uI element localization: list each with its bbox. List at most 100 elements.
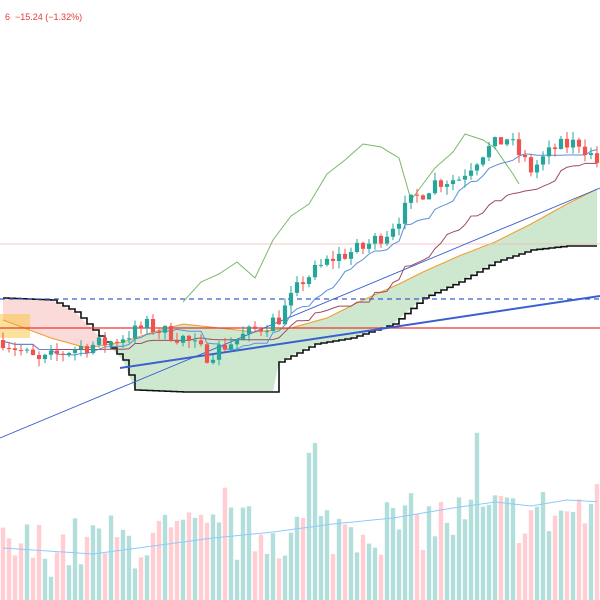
- candle: [570, 132, 576, 154]
- candle-body: [168, 325, 174, 341]
- candle-body: [252, 326, 258, 329]
- cloud-segment: [153, 330, 159, 391]
- candle-body: [330, 258, 336, 262]
- cloud-segment: [579, 195, 585, 246]
- volume-bar: [294, 516, 300, 600]
- candle-body: [360, 242, 366, 249]
- candle: [366, 239, 372, 253]
- cloud-segment: [231, 329, 237, 392]
- candle: [360, 241, 366, 255]
- candle-body: [204, 344, 210, 363]
- candle: [420, 194, 426, 201]
- candle: [138, 321, 144, 334]
- candle-body: [534, 164, 540, 173]
- cloud-segment: [423, 269, 429, 298]
- volume-bar: [474, 432, 480, 600]
- candle: [426, 192, 432, 200]
- volume-bar: [360, 534, 366, 600]
- volume-bar: [42, 558, 48, 600]
- volume-bar: [174, 520, 180, 600]
- candle: [48, 345, 54, 360]
- volume-bar: [60, 534, 66, 600]
- candle: [78, 340, 84, 357]
- candle-body: [36, 355, 42, 360]
- candle-body: [492, 137, 498, 147]
- cloud-segment: [441, 261, 447, 290]
- cloud-segment: [405, 278, 411, 314]
- candle-body: [552, 147, 558, 149]
- cloud-segment: [45, 299, 51, 338]
- candle-body: [246, 326, 252, 334]
- cloud-segment: [225, 328, 231, 392]
- candle-body: [66, 353, 72, 355]
- candle-body: [354, 242, 360, 253]
- volume-bar: [0, 527, 6, 600]
- candle-body: [54, 350, 60, 354]
- candle: [276, 310, 282, 326]
- candle-body: [90, 344, 96, 354]
- cloud-segment: [537, 217, 543, 250]
- candle: [408, 194, 414, 209]
- candle-body: [264, 331, 270, 333]
- candle-body: [276, 317, 282, 325]
- candle: [198, 334, 204, 347]
- cloud-segment: [369, 294, 375, 332]
- volume-bar: [324, 510, 330, 600]
- volume-bar: [138, 557, 144, 600]
- volume-bar: [216, 522, 222, 600]
- cloud-segment: [345, 306, 351, 339]
- candle: [390, 223, 396, 241]
- volume-bar: [354, 552, 360, 600]
- candle: [432, 172, 438, 195]
- cloud-segment: [399, 281, 405, 319]
- volume-bar: [396, 529, 402, 600]
- candle: [132, 320, 138, 344]
- cloud-segment: [87, 324, 93, 348]
- candle-body: [480, 157, 486, 165]
- cloud-segment: [81, 318, 87, 348]
- candle-body: [468, 170, 474, 176]
- candle: [450, 174, 456, 191]
- volume-bar: [540, 492, 546, 600]
- candle-body: [0, 340, 6, 348]
- price-change-label: 6 −15.24 (−1.32%): [0, 2, 82, 22]
- volume-bar: [24, 524, 30, 600]
- volume-bar: [54, 552, 60, 600]
- candle-body: [138, 325, 144, 329]
- volume-bar: [414, 513, 420, 600]
- candle-body: [570, 139, 576, 148]
- volume-bar: [270, 533, 276, 600]
- candle: [0, 332, 6, 351]
- candle-body: [522, 155, 528, 158]
- candle: [216, 340, 222, 366]
- candle: [396, 217, 402, 236]
- volume-bar: [516, 543, 522, 600]
- candle: [576, 137, 582, 154]
- candle: [270, 313, 276, 332]
- candle: [480, 156, 486, 167]
- candle-body: [228, 344, 234, 350]
- candle: [348, 247, 354, 265]
- volume-bar: [468, 499, 474, 600]
- candle-body: [474, 164, 480, 171]
- candle: [486, 141, 492, 162]
- candle-body: [222, 344, 228, 350]
- cloud-segment: [129, 338, 135, 390]
- candle: [564, 131, 570, 154]
- volume-bar: [96, 528, 102, 600]
- base-line: [2, 162, 597, 351]
- cloud-segment: [303, 323, 309, 350]
- volume-bar: [564, 511, 570, 600]
- candle: [546, 140, 552, 165]
- candle: [552, 143, 558, 157]
- candle: [228, 337, 234, 351]
- candle-body: [30, 349, 36, 356]
- volume-pane: [0, 432, 600, 600]
- volume-bar: [228, 507, 234, 600]
- volume-bar: [426, 506, 432, 600]
- volume-bar: [204, 522, 210, 600]
- candle: [150, 314, 156, 335]
- candle-body: [234, 339, 240, 345]
- volume-bar: [282, 555, 288, 600]
